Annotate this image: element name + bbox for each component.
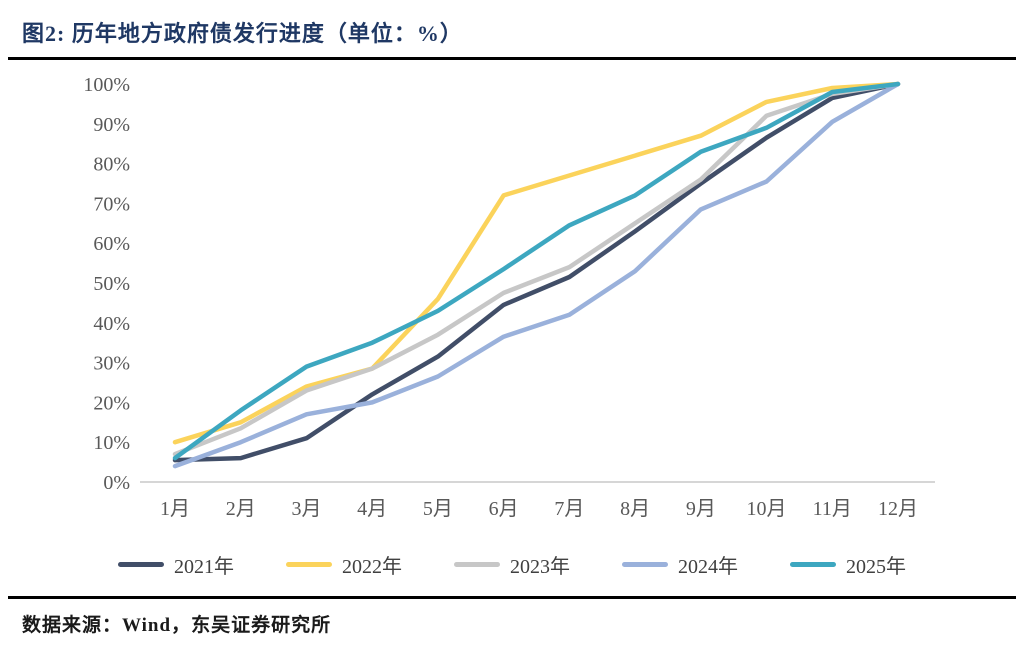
series-line-2025年: [172, 81, 901, 461]
y-tick-label: 0%: [103, 472, 130, 494]
footer-divider: [8, 596, 1016, 599]
x-tick-label: 8月: [620, 498, 650, 520]
y-tick-label: 50%: [93, 273, 130, 295]
x-tick-label: 11月: [813, 498, 852, 520]
x-tick-label: 10月: [747, 498, 787, 520]
legend-swatch: [118, 561, 164, 567]
title-divider: [8, 57, 1016, 60]
data-source: 数据来源：Wind，东吴证券研究所: [22, 615, 332, 636]
legend-swatch: [286, 561, 332, 567]
x-tick-label: 3月: [291, 498, 321, 520]
legend-label: 2024年: [678, 555, 738, 578]
x-tick-label: 12月: [878, 498, 918, 520]
y-tick-label: 10%: [93, 432, 130, 454]
y-tick-label: 80%: [93, 154, 130, 176]
y-tick-label: 40%: [93, 313, 130, 335]
legend-label: 2022年: [342, 555, 402, 578]
y-tick-label: 60%: [93, 233, 130, 255]
legend-swatch: [622, 561, 668, 567]
legend-item-2025年: 2025年: [790, 550, 906, 579]
y-tick-label: 100%: [83, 74, 130, 96]
series-line-2023年: [172, 81, 901, 457]
legend-label: 2021年: [174, 555, 234, 578]
x-tick-label: 9月: [686, 498, 716, 520]
legend-item-2023年: 2023年: [454, 550, 570, 579]
series-line-2021年: [172, 81, 901, 463]
series-line-2022年: [172, 81, 901, 445]
legend-item-2021年: 2021年: [118, 550, 234, 579]
legend-label: 2023年: [510, 555, 570, 578]
x-tick-label: 1月: [160, 498, 190, 520]
legend-swatch: [454, 561, 500, 567]
y-tick-label: 20%: [93, 392, 130, 414]
y-tick-label: 70%: [93, 193, 130, 215]
line-chart: 0% 10% 20% 30% 40% 50% 60% 70% 80% 90% 100% 1月 2月 3月 4…: [0, 64, 1024, 542]
legend-label: 2025年: [846, 555, 906, 578]
y-tick-label: 30%: [93, 353, 130, 375]
x-tick-label: 4月: [357, 498, 387, 520]
legend-swatch: [790, 561, 836, 567]
figure-title: 图2: 历年地方政府债发行进度（单位：%）: [22, 21, 463, 46]
x-tick-label: 5月: [423, 498, 453, 520]
legend-item-2022年: 2022年: [286, 550, 402, 579]
x-tick-label: 2月: [226, 498, 256, 520]
y-tick-label: 90%: [93, 114, 130, 136]
chart-canvas: 0% 10% 20% 30% 40% 50% 60% 70% 80% 90% 100% 1月 2月 3月 4…: [83, 74, 935, 520]
x-tick-label: 7月: [554, 498, 584, 520]
chart-legend: 2021年 2022年 2023年 2024年 2025年: [0, 548, 1024, 580]
series-line-2024年: [172, 81, 901, 469]
x-tick-label: 6月: [489, 498, 519, 520]
legend-item-2024年: 2024年: [622, 550, 738, 579]
